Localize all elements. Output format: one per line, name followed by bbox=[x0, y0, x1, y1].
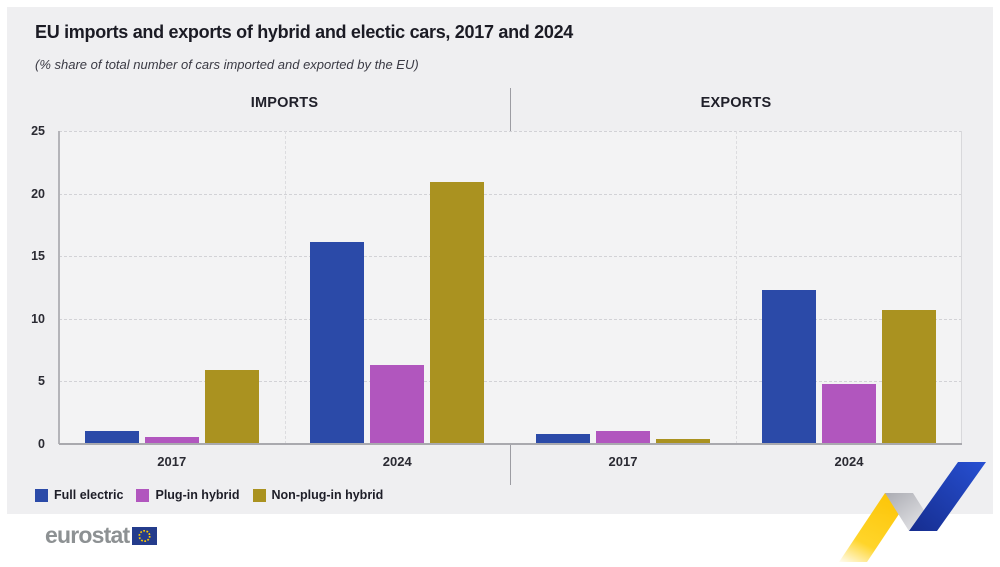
legend-swatch-icon bbox=[136, 488, 150, 502]
y-tick-label: 20 bbox=[31, 186, 45, 201]
legend-item: Non-plug-in hybrid bbox=[252, 488, 384, 502]
bar-imports-2024-full-electric bbox=[310, 242, 365, 444]
gridline bbox=[59, 256, 962, 258]
plot-right-border bbox=[961, 131, 962, 444]
bar-imports-2017-plug-in-hybrid bbox=[144, 436, 199, 444]
legend-label: Non-plug-in hybrid bbox=[271, 488, 384, 502]
y-tick-label: 5 bbox=[38, 374, 45, 389]
legend-label: Full electric bbox=[54, 488, 124, 502]
panel-header-imports: IMPORTS bbox=[250, 95, 319, 111]
eu-flag-icon bbox=[132, 526, 158, 545]
x-tick-label: 2017 bbox=[608, 454, 638, 469]
bar-exports-2024-plug-in-hybrid bbox=[822, 383, 876, 444]
legend-swatch-icon bbox=[35, 488, 48, 502]
chart-subtitle: (% share of total number of cars importe… bbox=[35, 57, 419, 72]
y-tick-label: 25 bbox=[31, 124, 45, 138]
category-gridline bbox=[736, 131, 737, 444]
legend: Full electric Plug-in hybrid Non-plug-in h… bbox=[35, 488, 383, 502]
y-tick-label: 10 bbox=[31, 311, 45, 326]
legend-swatch-icon bbox=[252, 488, 266, 502]
y-axis-line bbox=[58, 131, 60, 444]
bar-exports-2017-non-plug-in-hybrid bbox=[656, 439, 710, 444]
y-tick-label: 0 bbox=[38, 437, 45, 451]
legend-item: Full electric bbox=[35, 488, 123, 502]
eurostat-wordmark: eurostat bbox=[45, 522, 130, 548]
gridline bbox=[59, 131, 962, 132]
eurostat-logo: eurostat bbox=[45, 522, 158, 549]
bar-imports-2017-full-electric bbox=[84, 431, 139, 444]
gridline bbox=[59, 381, 962, 383]
bar-exports-2017-full-electric bbox=[536, 433, 590, 444]
panel-header-exports: EXPORTS bbox=[700, 95, 772, 111]
bar-exports-2024-full-electric bbox=[762, 290, 816, 444]
bar-imports-2024-plug-in-hybrid bbox=[370, 365, 425, 444]
category-gridline bbox=[284, 131, 286, 444]
gridline bbox=[59, 193, 962, 195]
legend-label: Plug-in hybrid bbox=[155, 488, 240, 502]
ribbon-zigzag-icon bbox=[839, 462, 986, 562]
legend-item: Plug-in hybrid bbox=[136, 488, 240, 502]
chart-title: EU imports and exports of hybrid and ele… bbox=[35, 22, 574, 42]
panel-exports: 2017 2024 bbox=[510, 131, 962, 469]
x-tick-label: 2017 bbox=[157, 454, 187, 469]
bar-imports-2024-non-plug-in-hybrid bbox=[430, 182, 485, 444]
plot-area: 2017 2024 2017 2024 bbox=[58, 131, 962, 469]
x-tick-label: 2024 bbox=[382, 454, 412, 469]
y-axis-labels: 0 5 10 15 20 25 bbox=[13, 124, 51, 451]
chart-canvas: EU imports and exports of hybrid and ele… bbox=[7, 7, 993, 514]
x-axis-line bbox=[59, 443, 962, 445]
bar-imports-2017-non-plug-in-hybrid bbox=[204, 370, 259, 444]
bar-exports-2017-plug-in-hybrid bbox=[596, 431, 650, 444]
panel-imports: 2017 2024 bbox=[59, 131, 510, 469]
bar-exports-2024-non-plug-in-hybrid bbox=[882, 310, 936, 444]
x-tick-label: 2024 bbox=[834, 454, 864, 469]
y-tick-label: 15 bbox=[31, 249, 45, 264]
gridline bbox=[59, 318, 962, 320]
